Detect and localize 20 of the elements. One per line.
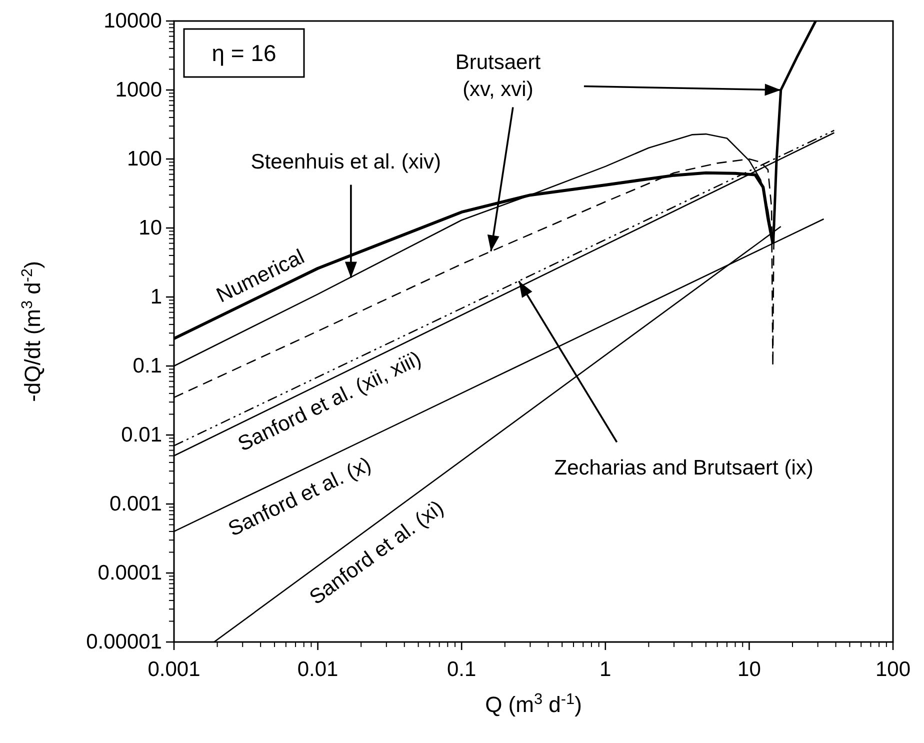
- y-tick-label: 0.001: [109, 492, 162, 516]
- annotation: Steenhuis et al. (xiv): [250, 150, 442, 174]
- y-tick-label: 10000: [104, 10, 162, 32]
- y-tick-label: 0.1: [132, 354, 162, 378]
- x-tick-label: 0.1: [447, 658, 476, 681]
- annotation: Brutsaert (xv, xvi): [455, 50, 541, 101]
- y-tick-label: 0.01: [121, 424, 162, 446]
- x-tick-label: 100: [875, 658, 911, 681]
- y-tick-label: 1000: [115, 78, 162, 102]
- annotation: Zecharias and Brutsaert (ix): [554, 456, 814, 480]
- y-tick-label: 1: [150, 286, 162, 308]
- y-tick-label: 10: [138, 216, 162, 240]
- annotation: η = 16: [212, 40, 276, 66]
- y-tick-label: 0.0001: [98, 562, 162, 584]
- x-tick-label: 0.01: [297, 658, 338, 681]
- y-tick-label: 0.00001: [86, 630, 162, 654]
- x-tick-label: 1: [600, 658, 612, 681]
- x-axis-title: Q (m$^{3}$ d$^{-1}$): [485, 690, 582, 717]
- x-tick-label: 10: [738, 658, 761, 681]
- y-tick-label: 100: [126, 148, 162, 170]
